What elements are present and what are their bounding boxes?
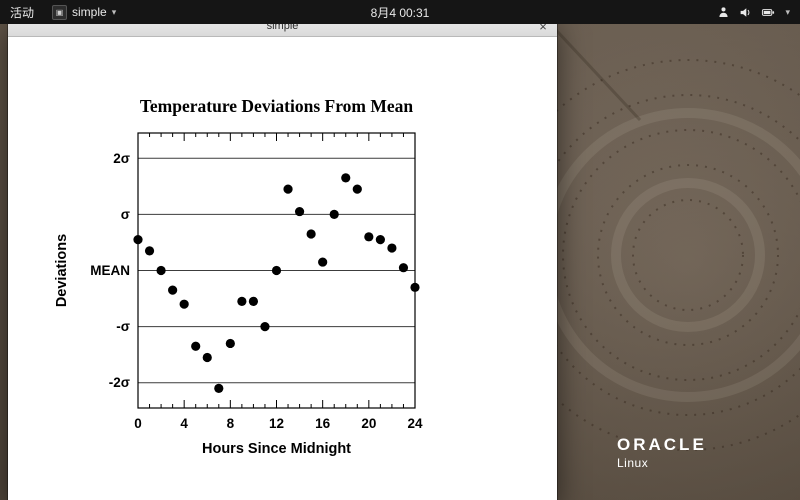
battery-icon — [761, 6, 776, 19]
data-point — [144, 246, 155, 256]
data-point — [398, 263, 409, 273]
app-menu[interactable]: ▣ simple ▾ — [44, 0, 124, 24]
dropdown-arrow-icon: ▾ — [785, 6, 790, 17]
linux-logo-text: Linux — [617, 456, 649, 470]
user-status-icon — [717, 6, 730, 19]
data-point — [237, 296, 247, 306]
data-point — [387, 243, 397, 253]
x-axis-label: Hours Since Midnight — [202, 441, 351, 457]
x-tick-label: 4 — [180, 416, 188, 431]
volume-icon — [739, 6, 752, 19]
data-point — [364, 232, 374, 242]
data-point — [306, 229, 316, 239]
x-tick-label: 0 — [134, 416, 142, 431]
data-point — [156, 265, 166, 276]
data-point — [202, 352, 212, 363]
data-point — [191, 341, 201, 351]
x-tick-label: 20 — [361, 416, 376, 431]
oracle-logo-text: ORACLE — [617, 435, 707, 454]
data-point — [214, 383, 224, 393]
y-tick-label: -σ — [116, 319, 130, 334]
close-button[interactable]: × — [539, 18, 547, 34]
x-tick-label: 24 — [407, 416, 423, 431]
chart-title: Temperature Deviations From Mean — [140, 96, 414, 116]
y-axis-label: Deviations — [54, 234, 70, 307]
system-tray[interactable]: ▾ — [707, 0, 800, 24]
x-tick-label: 8 — [227, 416, 235, 431]
data-point — [341, 173, 351, 183]
x-tick-label: 12 — [269, 416, 284, 431]
scatter-chart: Temperature Deviations From Mean 2σ σ MEAN -… — [54, 96, 423, 457]
app-window: simple × Temperature Deviations From Mea… — [8, 16, 557, 500]
data-point — [168, 285, 178, 295]
data-point — [352, 184, 362, 194]
chevron-down-icon: ▾ — [111, 6, 117, 17]
clock-label: 8月4 00:31 — [370, 5, 430, 20]
data-point — [329, 209, 339, 219]
y-tick-label: MEAN — [90, 263, 130, 278]
data-point — [248, 296, 259, 306]
top-bar: 活动 ▣ simple ▾ 8月4 00:31 — [0, 0, 800, 24]
activities-button[interactable]: 活动 — [10, 5, 35, 20]
data-point — [225, 338, 235, 349]
y-tick-label: 2σ — [113, 151, 130, 166]
data-point — [260, 322, 270, 332]
data-point — [318, 257, 328, 267]
oracle-logo: ORACLE Linux — [617, 436, 707, 469]
window-body: Temperature Deviations From Mean 2σ σ MEAN -… — [8, 37, 557, 500]
data-point — [410, 282, 420, 292]
data-point — [375, 235, 385, 245]
data-point — [133, 235, 143, 245]
data-point — [271, 265, 282, 276]
data-point — [294, 206, 305, 217]
y-tick-label: σ — [121, 207, 130, 222]
top-bar-left: 活动 ▣ simple ▾ — [0, 0, 124, 24]
clock[interactable]: 8月4 00:31 — [371, 0, 430, 24]
app-icon: ▣ — [52, 4, 68, 20]
y-tick-label: -2σ — [109, 375, 130, 390]
x-tick-label: 16 — [315, 416, 331, 431]
data-point — [283, 184, 293, 194]
data-point — [179, 299, 189, 309]
app-menu-label: simple — [72, 5, 107, 19]
